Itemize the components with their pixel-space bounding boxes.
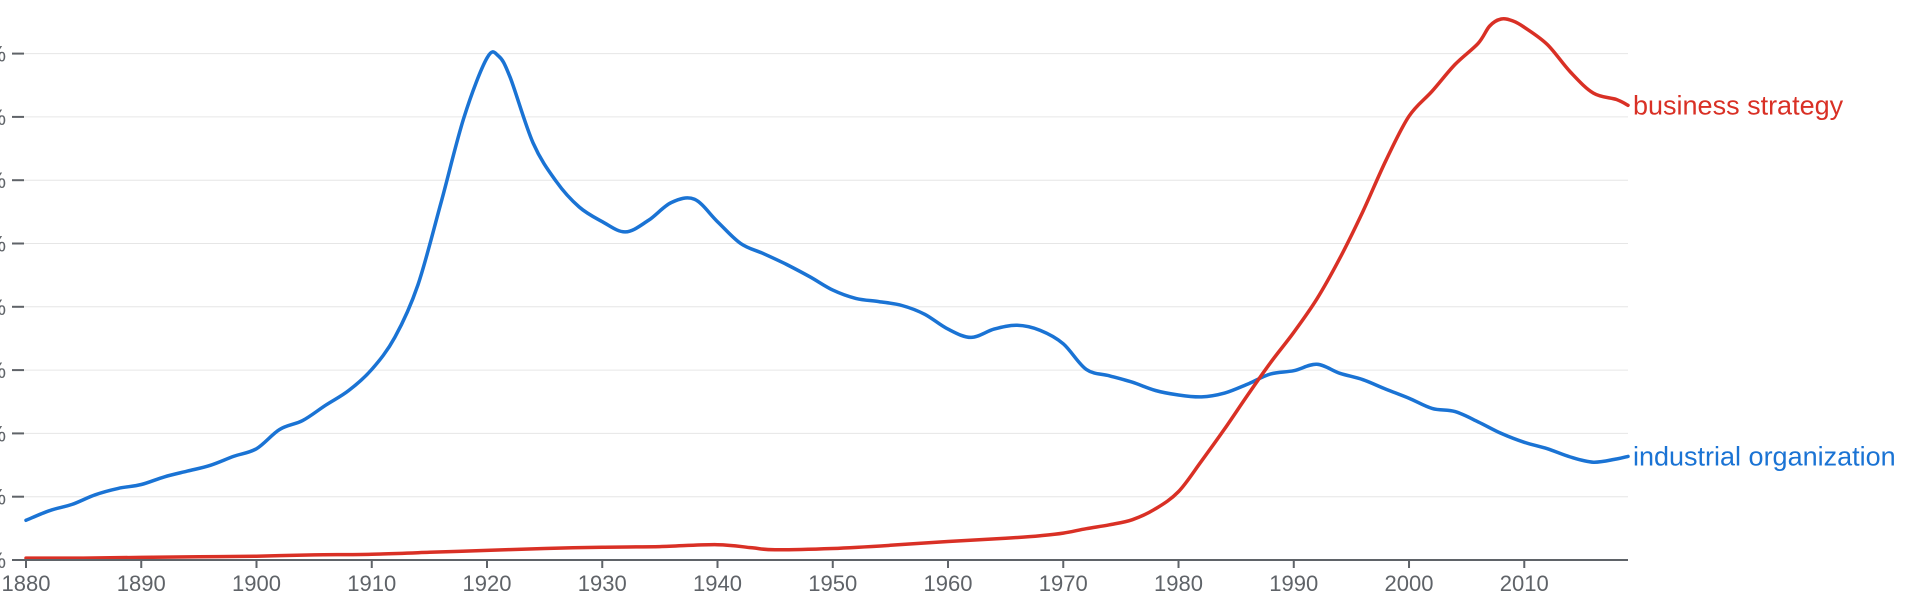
x-tick-label: 1910 <box>347 571 396 596</box>
y-tick-label: % <box>0 42 6 67</box>
x-tick-label: 2010 <box>1500 571 1549 596</box>
series-labels: industrial organization business strategy <box>1633 90 1896 471</box>
series-line-industrial-organization <box>24 50 1630 523</box>
series-line-business-strategy <box>24 16 1630 560</box>
x-tick-label: 1960 <box>924 571 973 596</box>
series-lines <box>24 16 1630 560</box>
x-tick-label: 1930 <box>578 571 627 596</box>
y-tick-label: % <box>0 485 6 510</box>
x-tick-label: 1880 <box>2 571 51 596</box>
x-tick-label: 1980 <box>1154 571 1203 596</box>
x-tick-label: 1890 <box>117 571 166 596</box>
x-tick-label: 2000 <box>1385 571 1434 596</box>
x-tick-label: 1990 <box>1269 571 1318 596</box>
y-tick-label: % <box>0 295 6 320</box>
x-axis: 1880 1890 1900 1910 1920 1930 1940 1950 1960 1970… <box>2 559 1628 596</box>
y-tick-label: % <box>0 105 6 130</box>
series-label-business-strategy: business strategy <box>1633 90 1844 120</box>
x-tick-label: 1970 <box>1039 571 1088 596</box>
x-tick-label: 1940 <box>693 571 742 596</box>
y-axis-ticks: %%%%%%%%% <box>0 42 24 573</box>
x-tick-label: 1920 <box>463 571 512 596</box>
x-tick-label: 1900 <box>232 571 281 596</box>
y-tick-label: % <box>0 421 6 446</box>
y-tick-label: % <box>0 548 6 573</box>
y-tick-label: % <box>0 358 6 383</box>
gridlines <box>22 53 1628 498</box>
series-label-industrial-organization: industrial organization <box>1633 441 1896 471</box>
y-tick-label: % <box>0 168 6 193</box>
y-tick-label: % <box>0 232 6 257</box>
x-tick-label: 1950 <box>808 571 857 596</box>
